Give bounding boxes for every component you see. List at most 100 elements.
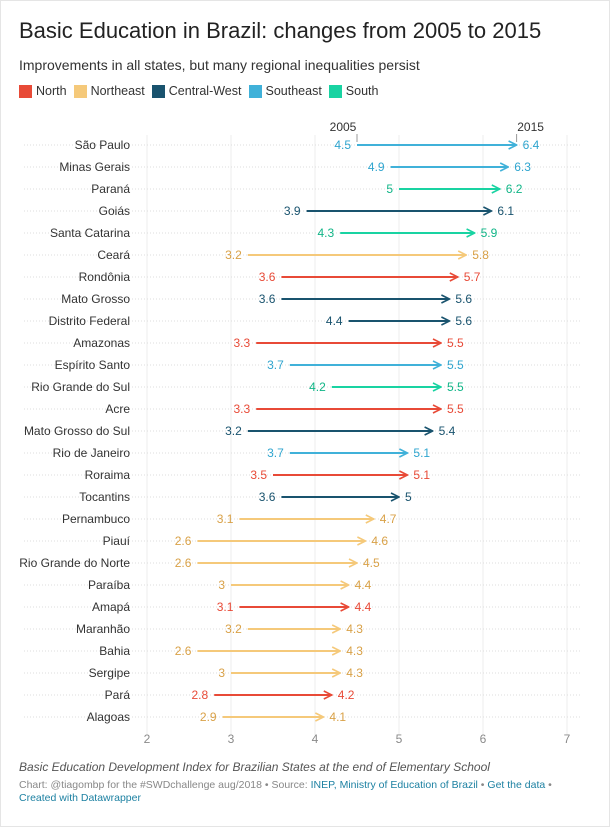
end-value-label: 6.3 [514,160,531,174]
state-label: Piauí [103,534,131,548]
state-label: Espírito Santo [55,358,131,372]
end-value-label: 5.5 [447,336,464,350]
state-label: Acre [105,402,130,416]
state-label: São Paulo [75,138,131,152]
footer-credit: Chart: @tiagombp for the #SWDchallenge a… [19,779,311,791]
chart-footer: Chart: @tiagombp for the #SWDchallenge a… [19,779,589,805]
start-value-label: 3.2 [225,248,242,262]
x-tick-label: 4 [312,732,319,746]
state-label: Rio Grande do Sul [31,380,130,394]
chart-notes: Basic Education Development Index for Br… [19,760,490,774]
start-value-label: 3.7 [267,446,284,460]
end-value-label: 5.4 [439,424,456,438]
end-value-label: 5.5 [447,380,464,394]
start-value-label: 4.5 [334,138,351,152]
legend-item-north: North [19,84,67,98]
x-tick-label: 7 [564,732,571,746]
end-value-label: 4.3 [346,644,363,658]
start-value-label: 3.6 [259,490,276,504]
state-label: Ceará [97,248,130,262]
legend-item-south: South [328,84,379,98]
start-value-label: 3.1 [217,512,234,526]
end-value-label: 5.6 [455,292,472,306]
legend: North Northeast Central-West Southeast S… [19,84,385,98]
start-value-label: 3.5 [250,468,267,482]
end-value-label: 5.9 [481,226,498,240]
legend-label-north: North [36,84,67,98]
legend-item-southeast: Southeast [248,84,322,98]
start-value-label: 2.6 [175,534,192,548]
end-value-label: 4.2 [338,688,355,702]
end-value-label: 4.1 [329,710,346,724]
end-value-label: 5.7 [464,270,481,284]
datawrapper-link[interactable]: Created with Datawrapper [19,792,141,804]
legend-label-south: South [345,84,379,98]
source-link[interactable]: INEP, Ministry of Education of Brazil [310,779,478,791]
start-value-label: 3.2 [225,424,242,438]
end-value-label: 6.1 [497,204,514,218]
state-label: Paraná [91,182,130,196]
get-data-link[interactable]: Get the data [487,779,546,791]
start-value-label: 3 [218,578,225,592]
x-tick-label: 6 [480,732,487,746]
end-value-label: 5.5 [447,358,464,372]
state-label: Distrito Federal [49,314,130,328]
state-label: Rio Grande do Norte [19,556,130,570]
start-value-label: 2.9 [200,710,217,724]
start-value-label: 2.8 [192,688,209,702]
end-year-label: 2015 [517,120,544,134]
start-value-label: 3 [218,666,225,680]
end-value-label: 6.4 [523,138,540,152]
start-year-label: 2005 [330,120,357,134]
state-label: Goiás [99,204,130,218]
state-label: Bahia [99,644,130,658]
legend-item-northeast: Northeast [73,84,145,98]
x-tick-label: 3 [228,732,235,746]
start-value-label: 4.9 [368,160,385,174]
end-value-label: 5.1 [413,468,430,482]
state-label: Rio de Janeiro [53,446,131,460]
state-label: Mato Grosso do Sul [24,424,130,438]
legend-item-central-west: Central-West [151,84,242,98]
state-label: Mato Grosso [61,292,130,306]
end-value-label: 4.4 [355,600,372,614]
end-value-label: 5 [405,490,412,504]
state-label: Minas Gerais [59,160,130,174]
start-value-label: 3.1 [217,600,234,614]
x-tick-label: 2 [144,732,151,746]
state-label: Amazonas [73,336,130,350]
start-value-label: 4.3 [318,226,335,240]
state-label: Paraíba [88,578,130,592]
start-value-label: 3.9 [284,204,301,218]
x-tick-label: 5 [396,732,403,746]
start-value-label: 3.3 [234,336,251,350]
legend-label-northeast: Northeast [90,84,145,98]
end-value-label: 4.7 [380,512,397,526]
end-value-label: 5.5 [447,402,464,416]
start-value-label: 5 [386,182,393,196]
legend-swatch-south [328,84,342,98]
start-value-label: 4.2 [309,380,326,394]
state-label: Pernambuco [62,512,130,526]
start-value-label: 2.6 [175,556,192,570]
legend-swatch-north [19,84,32,98]
state-label: Sergipe [89,666,131,680]
end-value-label: 4.4 [355,578,372,592]
start-value-label: 3.2 [225,622,242,636]
footer-separator: • [477,779,488,791]
end-value-label: 5.6 [455,314,472,328]
chart-title: Basic Education in Brazil: changes from … [19,18,542,43]
start-value-label: 2.6 [175,644,192,658]
state-label: Roraima [85,468,131,482]
state-label: Rondônia [79,270,131,284]
end-value-label: 4.5 [363,556,380,570]
start-value-label: 3.6 [259,270,276,284]
end-value-label: 5.8 [472,248,489,262]
start-value-label: 3.3 [234,402,251,416]
start-value-label: 4.4 [326,314,343,328]
legend-swatch-central-west [151,84,165,98]
end-value-label: 5.1 [413,446,430,460]
end-value-label: 4.3 [346,666,363,680]
legend-label-southeast: Southeast [265,84,322,98]
start-value-label: 3.7 [267,358,284,372]
